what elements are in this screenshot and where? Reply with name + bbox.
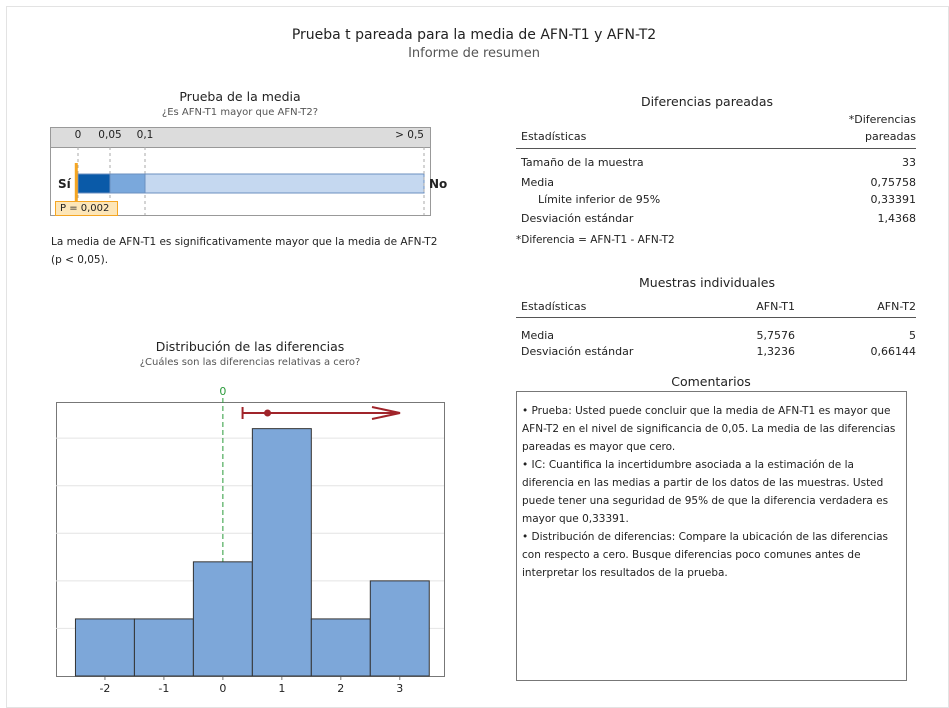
p-label: P = 0,002 [60, 203, 110, 214]
row-label: Tamaño de la muestra [521, 156, 644, 169]
row-value: 1,4368 [877, 212, 917, 225]
row-value: 5 [909, 329, 916, 342]
table-header: Estadísticas [521, 300, 587, 313]
row-value: 1,3236 [756, 345, 796, 358]
comments-box [516, 391, 907, 681]
subtitle: Informe de resumen [408, 46, 540, 61]
p-label-box [55, 201, 118, 216]
row-label: Media [521, 176, 555, 189]
scale-segment [144, 173, 425, 194]
row-value: 0,33391 [870, 193, 917, 206]
ci-arrow [371, 406, 401, 420]
x-tick-label: 0 [219, 682, 226, 695]
row-value: 0,66144 [870, 345, 917, 358]
row-label: Desviación estándar [521, 345, 634, 358]
section-question: ¿Es AFN-T1 mayor que AFN-T2? [161, 107, 319, 118]
row-label: Límite inferior de 95% [538, 193, 661, 206]
scale-segment [109, 173, 146, 194]
scale-tick-label: > 0,5 [395, 129, 424, 141]
section-title: Distribución de las diferencias [155, 339, 345, 354]
table-header: pareadas [865, 130, 916, 143]
comments-text: • Prueba: Usted puede concluir que la me… [522, 402, 900, 582]
bar [133, 618, 194, 677]
section-title: Prueba de la media [179, 89, 301, 104]
bar [251, 428, 312, 677]
ci-mean [264, 409, 272, 417]
row-label: Desviación estándar [521, 212, 634, 225]
bar [74, 618, 135, 677]
row-value: 0,75758 [870, 176, 917, 189]
x-tick-label: 2 [337, 682, 344, 695]
scale-tick-label: 0,05 [98, 129, 122, 141]
row-value: 33 [902, 156, 916, 169]
title: Prueba t pareada para la media de AFN-T1… [291, 27, 657, 43]
scale-tick-label: 0,1 [136, 129, 154, 141]
no-label: No [429, 177, 448, 191]
table-header: Estadísticas [521, 130, 587, 143]
x-tick-label: -2 [99, 682, 110, 695]
x-tick-label: 1 [278, 682, 285, 695]
comment: • IC: Cuantifica la incertidumbre asocia… [522, 459, 889, 525]
scale-tick-label: 0 [74, 129, 82, 141]
table-header: AFN-T1 [756, 300, 795, 313]
table-header: *Diferencias [848, 113, 916, 126]
bar [192, 561, 253, 677]
conclusion: La media de AFN-T1 es significativamente… [51, 236, 438, 266]
section-question: ¿Cuáles son las diferencias relativas a … [139, 357, 361, 368]
x-tick-label: 3 [396, 682, 403, 695]
row-value: 5,7576 [756, 329, 796, 342]
section-title: Muestras individuales [639, 275, 775, 290]
comment: • Distribución de diferencias: Compare l… [522, 531, 889, 579]
bar [310, 618, 371, 677]
footnote: *Diferencia = AFN-T1 - AFN-T2 [516, 234, 675, 246]
section-title: Diferencias pareadas [640, 94, 774, 109]
bar [369, 580, 430, 677]
comment: • Prueba: Usted puede concluir que la me… [522, 405, 896, 453]
row-label: Media [521, 329, 555, 342]
x-tick-label: -1 [158, 682, 169, 695]
zero-label: 0 [219, 385, 226, 398]
yes-label: Sí [58, 177, 71, 191]
table-header: AFN-T2 [877, 300, 916, 313]
section-title: Comentarios [671, 374, 751, 389]
scale-segment [77, 173, 111, 194]
